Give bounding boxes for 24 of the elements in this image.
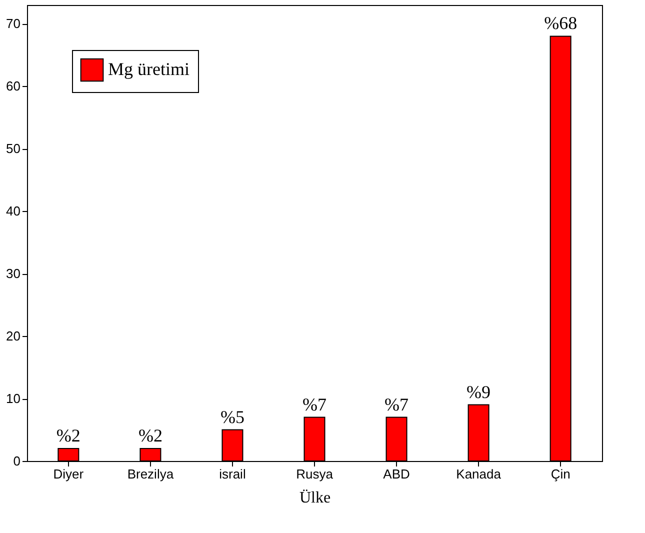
x-tick-label: Diyer — [53, 466, 84, 482]
y-tick-label: 60 — [6, 78, 20, 94]
y-tick-label: 40 — [6, 204, 20, 219]
data-label: %68 — [544, 13, 578, 34]
y-tick-label: 0 — [13, 454, 20, 468]
y-tick-label: 70 — [6, 16, 20, 32]
data-label: %2 — [138, 426, 162, 446]
y-tick-label: 20 — [6, 328, 20, 344]
data-label: %7 — [302, 394, 326, 414]
x-tick-label: Brezilya — [127, 466, 174, 482]
data-label: %5 — [220, 406, 244, 427]
data-label: %2 — [56, 426, 80, 446]
x-tick-label: Çin — [550, 466, 570, 482]
legend-label: Mg üretimi — [108, 59, 190, 79]
x-tick-label: israil — [219, 466, 246, 482]
y-tick-label: 30 — [6, 266, 20, 282]
x-tick-label: Rusya — [296, 466, 334, 482]
data-label: %7 — [384, 394, 409, 414]
y-tick-label: 10 — [6, 391, 20, 406]
x-axis-title: Ülke — [299, 490, 331, 506]
y-tick-label: 50 — [6, 141, 20, 156]
x-tick-label: Kanada — [456, 466, 502, 482]
x-tick-label: ABD — [383, 466, 410, 482]
data-label: %9 — [466, 382, 491, 402]
